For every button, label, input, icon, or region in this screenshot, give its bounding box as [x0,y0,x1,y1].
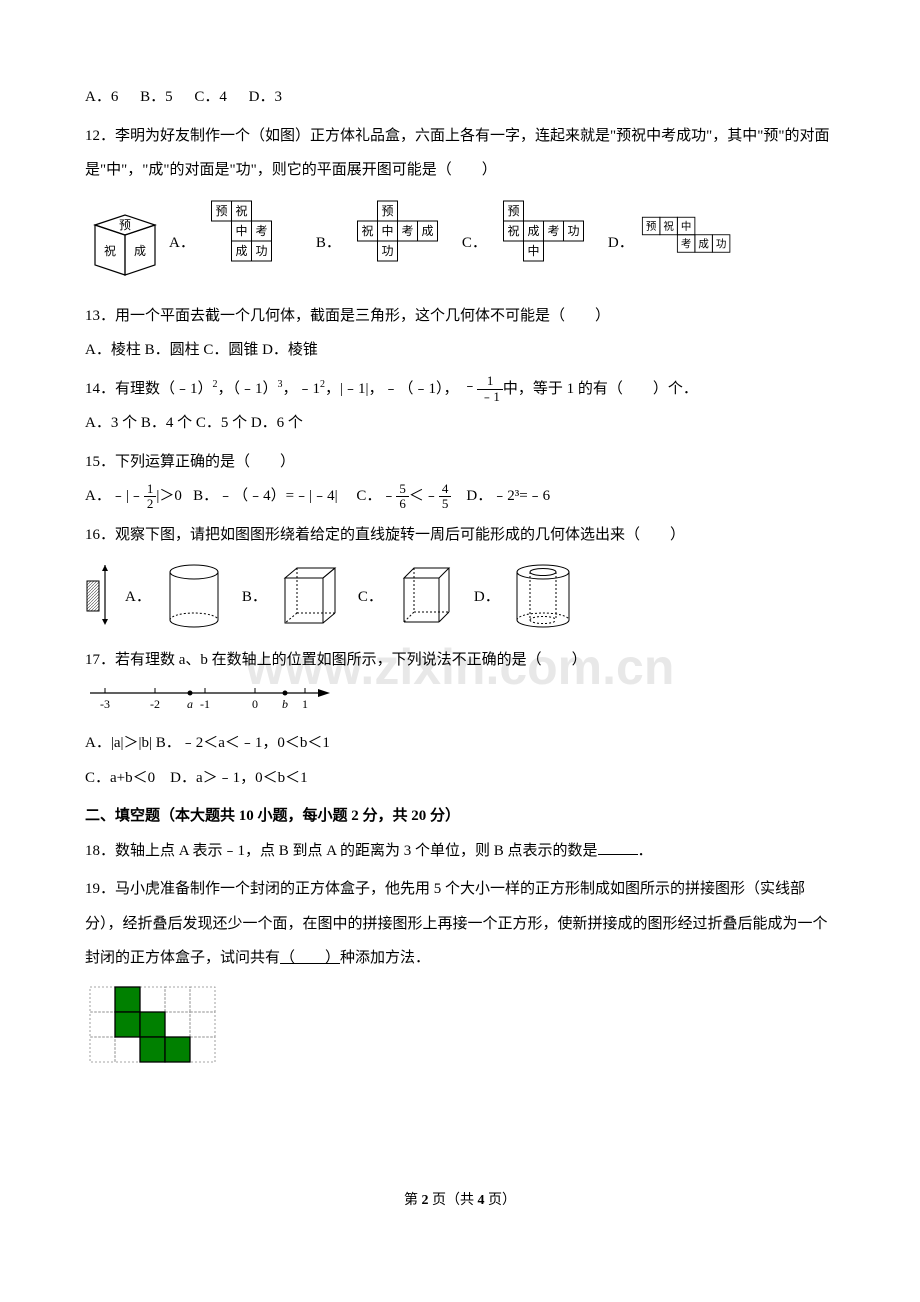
svg-text:功: 功 [567,224,579,238]
q11-opt-a: A．6 [85,80,118,115]
q19-text-a: 19．马小虎准备制作一个封闭的正方体盒子，他先用 5 个大小一样的正方形制成如图… [85,881,828,966]
q11-opt-c: C．4 [194,80,227,115]
svg-text:成: 成 [698,238,709,250]
svg-text:祝: 祝 [235,204,247,218]
svg-text:功: 功 [255,244,267,258]
q16: 16．观察下图，请把如图图形绕着给定的直线旋转一周后可能形成的几何体选出来（ ）… [85,518,835,636]
q14-text: 14．有理数（﹣1）2，（﹣1）3，﹣12，|﹣1|，﹣（﹣1）， ﹣1﹣1中，… [85,372,835,407]
q18-text-a: 18．数轴上点 A 表示﹣1，点 B 到点 A 的距离为 3 个单位，则 B 点… [85,843,598,859]
q12-net-b: 预 祝 中 考 成 功 [345,196,450,291]
q18-text-b: ． [638,843,653,859]
q19: 19．马小虎准备制作一个封闭的正方体盒子，他先用 5 个大小一样的正方形制成如图… [85,872,835,1091]
q17: 17．若有理数 a、b 在数轴上的位置如图所示，下列说法不正确的是（ ） -3 … [85,643,835,795]
q19-net-figure [85,982,225,1072]
svg-text:预: 预 [381,204,393,218]
svg-text:a: a [187,697,193,711]
svg-text:中: 中 [235,223,247,238]
svg-text:-1: -1 [200,697,210,711]
q17-text: 17．若有理数 a、b 在数轴上的位置如图所示，下列说法不正确的是（ ） [85,643,835,678]
q15: 15．下列运算正确的是（ ） A．﹣|﹣12|＞0 B．﹣（﹣4）=﹣|﹣4| … [85,445,835,514]
q14-options: A．3 个 B．4 个 C．5 个 D．6 个 [85,406,835,441]
q13-options: A．棱柱 B．圆柱 C．圆锥 D．棱锥 [85,333,835,368]
svg-text:b: b [282,697,288,711]
svg-text:中: 中 [381,223,393,238]
q17-opt-cd: C．a+b＜0 D．a＞﹣1，0＜b＜1 [85,761,835,796]
q16-cylinder [157,560,232,635]
svg-text:考: 考 [547,224,559,238]
svg-text:中: 中 [681,219,692,232]
q12-opt-c: C． 预 祝 成 考 功 中 [458,196,596,291]
q12: 12．李明为好友制作一个（如图）正方体礼品盒，六面上各有一字，连起来就是"预祝中… [85,119,835,291]
svg-text:-3: -3 [100,697,110,711]
q12-net-a: 预 祝 中 考 成 功 [199,196,304,291]
q16-prism-tri [389,560,464,635]
q16-figures: A． B． C． [85,560,835,635]
svg-text:祝: 祝 [507,224,519,238]
q19-text-b: 种添加方法． [340,950,430,966]
svg-text:成: 成 [235,244,247,258]
q16-label-d: D． [474,580,500,615]
svg-text:祝: 祝 [663,219,674,232]
svg-text:0: 0 [252,697,258,711]
q18: 18．数轴上点 A 表示﹣1，点 B 到点 A 的距离为 3 个单位，则 B 点… [85,834,835,869]
q12-net-d: 预 祝 中 考 成 功 [638,196,743,291]
q13: 13．用一个平面去截一个几何体，截面是三角形，这个几何体不可能是（ ） A．棱柱… [85,299,835,368]
q11-opt-b: B．5 [140,80,173,115]
q16-text: 16．观察下图，请把如图图形绕着给定的直线旋转一周后可能形成的几何体选出来（ ） [85,518,835,553]
q12-label-c: C． [462,226,487,261]
q16-label-c: C． [358,580,383,615]
svg-text:功: 功 [381,244,393,258]
svg-text:预: 预 [119,218,131,232]
q17-opt-ab: A．|a|＞|b| B．﹣2＜a＜﹣1，0＜b＜1 [85,726,835,761]
svg-text:成: 成 [421,224,433,238]
q16-label-b: B． [242,580,267,615]
svg-text:中: 中 [527,243,539,258]
q11-opt-d: D．3 [249,80,282,115]
svg-text:祝: 祝 [104,244,116,258]
q12-label-a: A． [169,226,195,261]
svg-text:1: 1 [302,697,308,711]
page-footer: 第 2 页（共 4 页） [0,1185,920,1217]
q12-figures: 预 祝 成 A． 预 祝 中 考 成 功 B． [85,196,835,291]
q11-options: A．6 B．5 C．4 D．3 [85,80,835,115]
q12-opt-b: B． 预 祝 中 考 成 功 [312,196,450,291]
svg-text:成: 成 [527,224,539,238]
q14: 14．有理数（﹣1）2，（﹣1）3，﹣12，|﹣1|，﹣（﹣1）， ﹣1﹣1中，… [85,372,835,441]
svg-text:预: 预 [646,220,657,232]
q12-opt-a: A． 预 祝 中 考 成 功 [165,196,304,291]
svg-text:预: 预 [215,204,227,218]
q12-text: 12．李明为好友制作一个（如图）正方体礼品盒，六面上各有一字，连起来就是"预祝中… [85,128,830,179]
q16-rotating-shape [85,563,115,633]
q16-label-a: A． [125,580,151,615]
q12-label-d: D． [608,226,634,261]
q12-net-c: 预 祝 成 考 功 中 [491,196,596,291]
q12-opt-d: D． 预 祝 中 考 成 功 [604,196,743,291]
svg-text:考: 考 [255,224,267,238]
q15-text: 15．下列运算正确的是（ ） [85,445,835,480]
q16-cuboid [273,560,348,635]
section-2-title: 二、填空题（本大题共 10 小题，每小题 2 分，共 20 分） [85,799,835,834]
svg-text:考: 考 [401,224,413,238]
q16-hollow-cylinder [506,560,581,635]
q12-label-b: B． [316,226,341,261]
svg-text:-2: -2 [150,697,160,711]
q17-numberline: -3 -2 -1 0 1 a b [85,678,335,713]
svg-text:预: 预 [507,204,519,218]
svg-text:成: 成 [134,244,146,258]
svg-text:祝: 祝 [361,224,373,238]
q13-text: 13．用一个平面去截一个几何体，截面是三角形，这个几何体不可能是（ ） [85,299,835,334]
q15-options: A．﹣|﹣12|＞0 B．﹣（﹣4）=﹣|﹣4| C．﹣56＜﹣45 D．﹣2³… [85,479,835,514]
q12-cube-iso: 预 祝 成 [85,203,165,283]
q19-blank: （ ） [280,950,340,966]
q18-blank [598,854,638,855]
svg-text:功: 功 [716,238,727,250]
svg-text:考: 考 [681,238,692,250]
